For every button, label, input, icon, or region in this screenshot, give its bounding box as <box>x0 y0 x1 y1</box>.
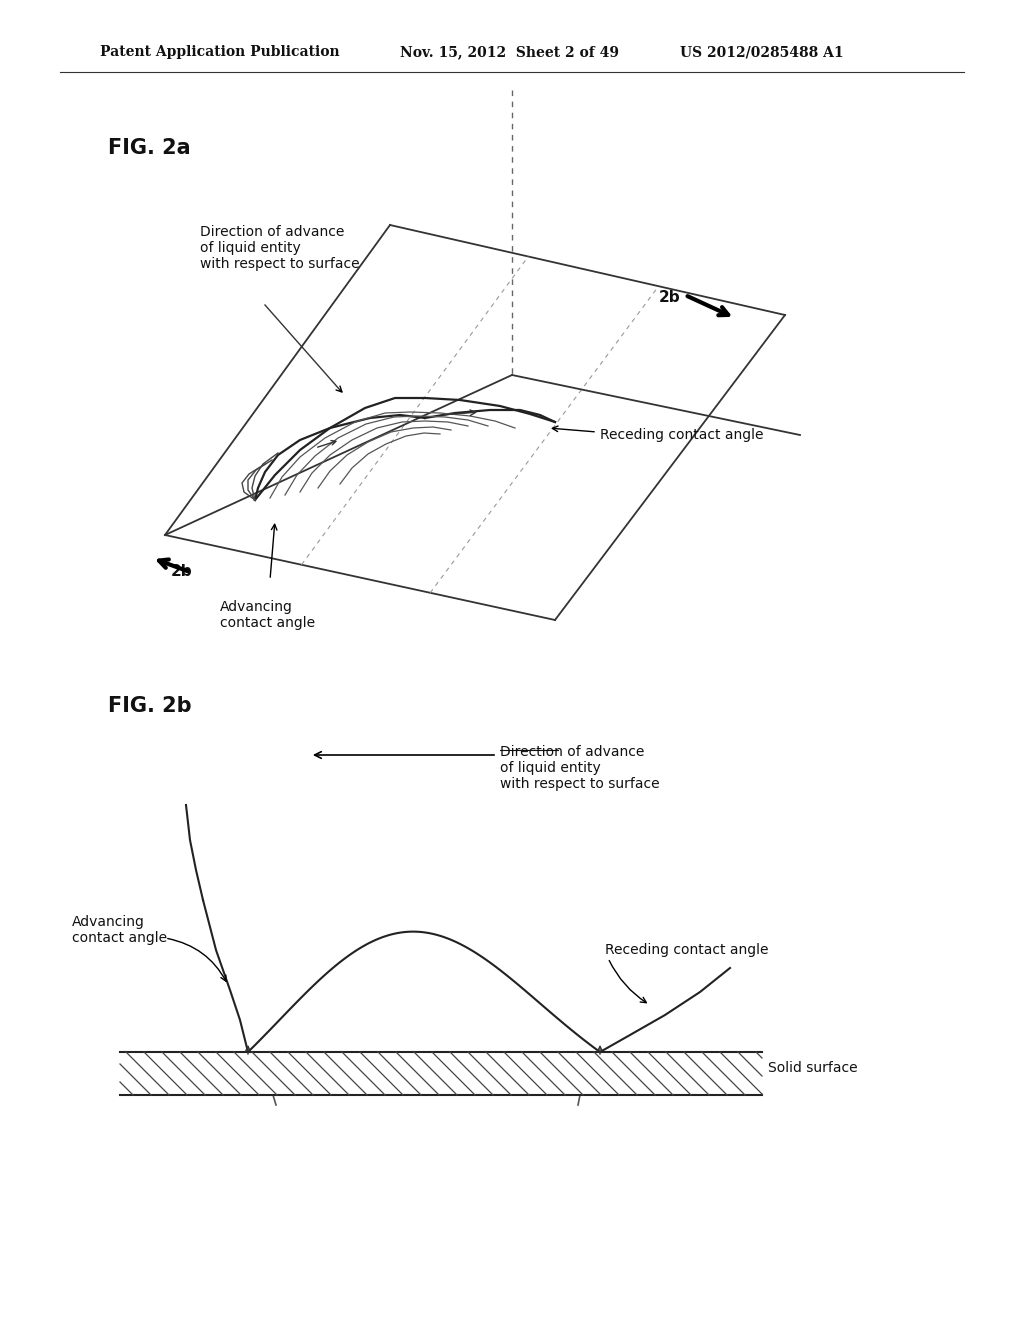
Text: FIG. 2b: FIG. 2b <box>108 696 191 715</box>
Text: Nov. 15, 2012  Sheet 2 of 49: Nov. 15, 2012 Sheet 2 of 49 <box>400 45 618 59</box>
Bar <box>120 1052 762 1096</box>
Text: FIG. 2a: FIG. 2a <box>108 139 190 158</box>
Text: Patent Application Publication: Patent Application Publication <box>100 45 340 59</box>
Text: Receding contact angle: Receding contact angle <box>600 428 764 442</box>
Text: Direction of advance
of liquid entity
with respect to surface: Direction of advance of liquid entity wi… <box>500 744 659 792</box>
Text: 2b: 2b <box>658 290 680 305</box>
Text: Solid surface: Solid surface <box>768 1061 858 1074</box>
Text: Receding contact angle: Receding contact angle <box>605 942 768 957</box>
Text: US 2012/0285488 A1: US 2012/0285488 A1 <box>680 45 844 59</box>
Text: 2b: 2b <box>170 565 193 579</box>
Text: Direction of advance
of liquid entity
with respect to surface: Direction of advance of liquid entity wi… <box>200 224 359 272</box>
Text: Advancing
contact angle: Advancing contact angle <box>220 601 315 630</box>
Text: Advancing
contact angle: Advancing contact angle <box>72 915 167 945</box>
